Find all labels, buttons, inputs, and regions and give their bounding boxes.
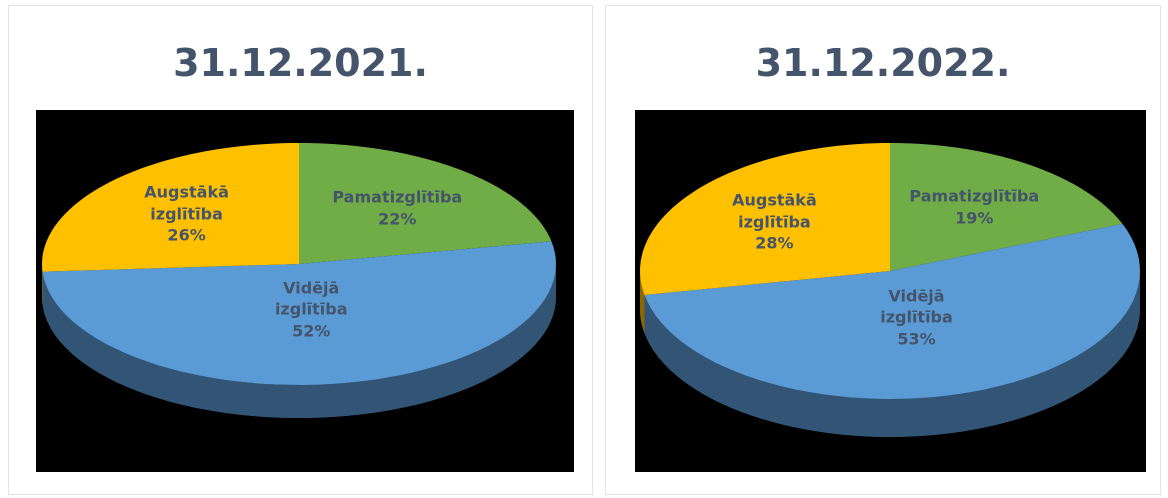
slice-name: Augstākā izglītība [732,190,817,232]
pie-svg [42,143,556,418]
chart-title: 31.12.2022. [755,41,1011,85]
pie-side [42,264,43,305]
pie-svg [640,143,1140,437]
pie-slice [299,143,552,264]
slice-value: 28% [755,233,794,253]
slice-label: Vidējā izglītība 53% [880,285,953,350]
slice-value: 19% [955,208,994,228]
pie-slice [640,143,890,295]
slice-value: 52% [292,321,331,341]
slice-label: Pamatizglītība 19% [909,186,1039,229]
slice-label: Augstākā izglītība 28% [732,190,817,255]
plot-area: Pamatizglītība 22% Vidējā izglītība 52% Augs… [36,110,574,472]
slice-name: Vidējā izglītība [274,278,348,319]
pie-side-shade [640,271,645,333]
slice-value: 26% [167,226,206,246]
pie-slice [644,223,1140,399]
chart-card: 31.12.2021. Pamatizglītība 22% Vidējā izgl… [8,5,593,495]
slice-label: Pamatizglītība 22% [332,186,462,229]
slice-name: Vidējā izglītība [880,286,953,327]
pie-side [644,271,1140,437]
slice-value: 53% [897,329,936,349]
slice-name: Pamatizglītība [909,186,1040,206]
pie-side [640,271,645,333]
slice-label: Augstākā izglītība 26% [144,182,229,247]
pie-side [42,264,556,418]
pie-slice [42,241,556,385]
pie-side-shade [42,264,43,305]
chart-title: 31.12.2021. [173,41,428,85]
pie-side-shade [644,271,1140,437]
pie-slice [42,143,299,272]
pie-side-shade [42,264,556,418]
pie-slice [890,143,1123,271]
chart-card: 31.12.2022. Pamatizglītība 19% Vidējā izgl… [605,5,1161,495]
slice-value: 22% [378,209,417,229]
plot-area: Pamatizglītība 19% Vidējā izglītība 53% Augs… [635,110,1146,472]
slice-name: Augstākā izglītība [144,182,229,224]
slice-label: Vidējā izglītība 52% [275,277,348,342]
slice-name: Pamatizglītība [332,187,463,207]
